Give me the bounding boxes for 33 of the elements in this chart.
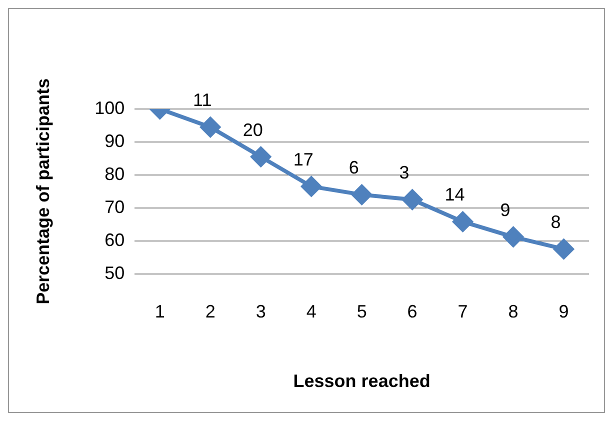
x-tick-label: 5 [356, 302, 367, 322]
point [452, 212, 473, 232]
y-tick-label: 90 [104, 130, 125, 151]
point [301, 176, 322, 196]
annotation: 6 [348, 158, 359, 178]
annotation: 20 [242, 120, 263, 140]
point [250, 146, 271, 167]
y-tick-label: 60 [104, 230, 125, 250]
point [200, 117, 220, 138]
x-tick-label: 6 [407, 302, 418, 322]
y-axis-title: Percentage of participants [32, 78, 53, 304]
x-tick-label: 8 [508, 302, 518, 322]
point [352, 184, 372, 205]
x-tick-label: 2 [205, 302, 216, 322]
x-tick-label: 7 [458, 302, 468, 322]
y-tick-label: 100 [94, 98, 125, 118]
x-tick-label: 1 [154, 302, 165, 322]
annotation: 17 [293, 149, 314, 170]
y-tick-label: 80 [104, 164, 125, 184]
point [554, 239, 574, 260]
x-tick-label: 9 [558, 302, 569, 322]
y-tick-label: 70 [104, 196, 125, 217]
x-tick-label: 3 [256, 302, 266, 322]
annotation: 9 [500, 200, 510, 220]
annotation: 11 [193, 90, 212, 110]
point [402, 190, 422, 210]
x-tick-label: 4 [306, 302, 316, 322]
x-axis-title: Lesson reached [293, 371, 430, 392]
annotation: 14 [444, 184, 465, 205]
annotation: 8 [550, 212, 561, 232]
annotation: 3 [399, 162, 410, 183]
y-tick-label: 50 [104, 262, 125, 283]
point [503, 226, 524, 247]
